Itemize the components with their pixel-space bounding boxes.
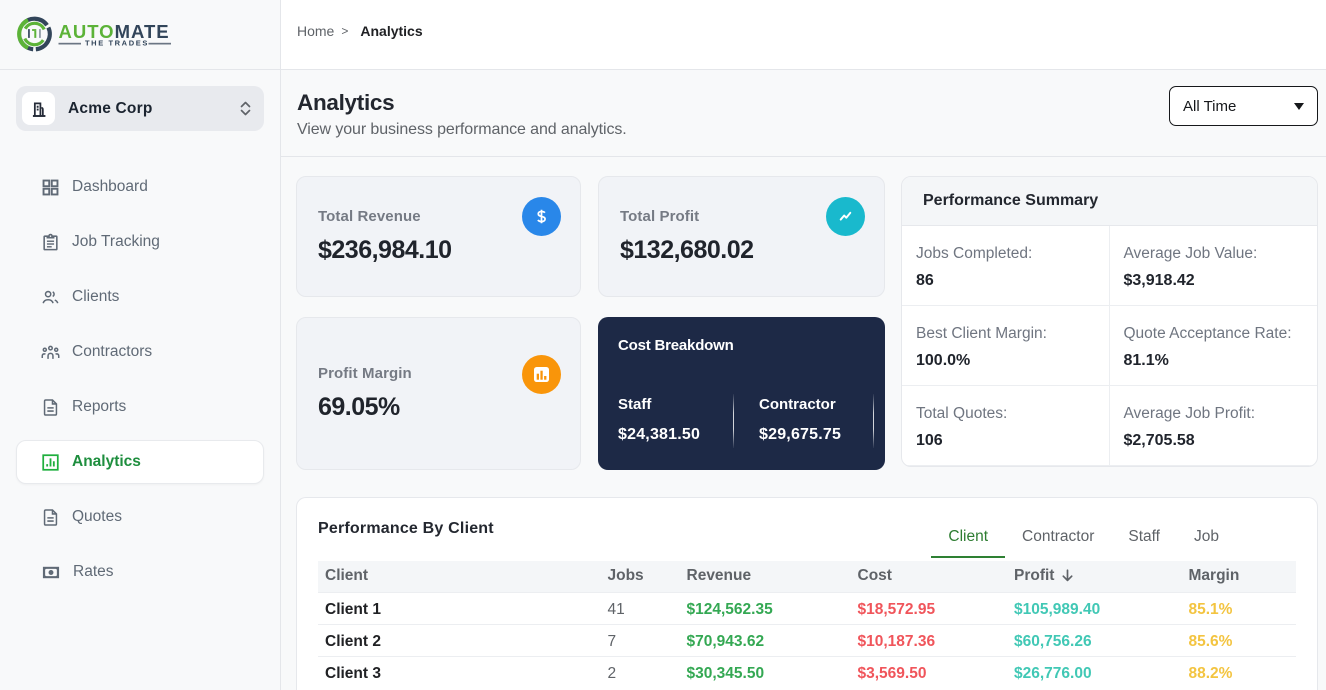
svg-text:THE TRADES: THE TRADES [85, 38, 149, 47]
svg-text:AUTOMATE: AUTOMATE [59, 21, 170, 42]
